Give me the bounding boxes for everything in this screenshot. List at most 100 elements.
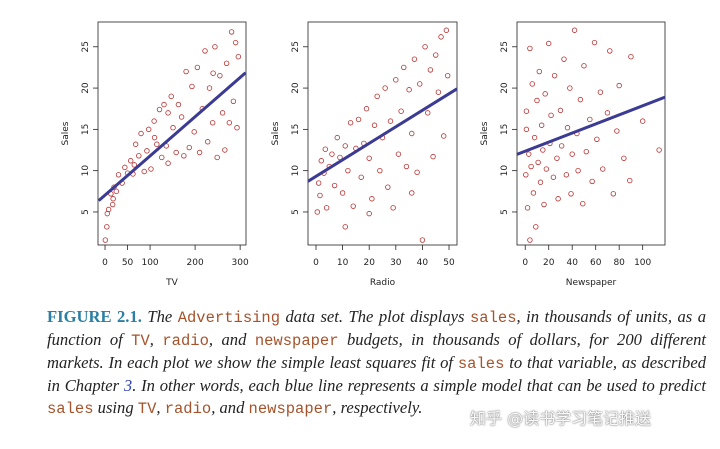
caption-text: budgets, in thousands of dollars, for 20… [47, 330, 706, 372]
plot-frame [516, 21, 666, 246]
point [443, 27, 450, 33]
caption-code: sales [469, 309, 517, 327]
point [342, 143, 348, 149]
point [161, 101, 167, 108]
point [534, 97, 540, 104]
point [223, 60, 230, 66]
point [138, 130, 144, 137]
point [393, 77, 399, 83]
caption-text: , and [208, 330, 255, 349]
caption-text: , respectively. [332, 398, 423, 417]
point [523, 172, 529, 178]
point [526, 151, 532, 157]
caption-figure: FIGURE 2.1. [47, 307, 142, 326]
point [329, 151, 335, 157]
caption-text: using [93, 398, 138, 417]
point [232, 39, 239, 46]
point [401, 64, 407, 71]
caption-code: TV [137, 400, 157, 418]
caption-code: sales [457, 355, 505, 373]
point [597, 89, 604, 95]
point [575, 167, 581, 174]
y-tick-label: 25 [291, 41, 301, 52]
point [170, 125, 176, 131]
point [318, 158, 325, 164]
caption-code: Advertising [177, 309, 281, 327]
point [656, 147, 662, 153]
point [110, 196, 116, 202]
point [371, 122, 378, 128]
point [541, 201, 547, 208]
fit-line [308, 87, 457, 183]
point [209, 120, 216, 126]
point [235, 53, 242, 60]
caption-code: radio [164, 400, 212, 418]
point [334, 134, 340, 141]
y-tick-label: 20 [500, 82, 510, 94]
point [151, 118, 157, 124]
point [323, 205, 330, 211]
x-tick-label: 20 [543, 258, 555, 268]
point [444, 72, 451, 79]
x-tick-label: 10 [337, 258, 349, 268]
point [345, 167, 351, 174]
caption-text: The [141, 307, 178, 326]
point [189, 83, 195, 90]
y-tick-label: 20 [291, 82, 301, 94]
caption-text: , and [211, 398, 249, 417]
point [419, 237, 426, 243]
caption-code: radio [162, 332, 209, 350]
point [102, 237, 109, 243]
caption-link[interactable]: 3 [123, 376, 133, 395]
point [529, 81, 535, 87]
x-tick-label: 0 [313, 258, 319, 268]
point [425, 110, 431, 116]
caption-text: , [149, 330, 163, 349]
point [571, 27, 578, 33]
caption: FIGURE 2.1. The Advertising data set. Th… [47, 306, 706, 420]
point [607, 48, 613, 54]
plot-frame [307, 21, 458, 246]
point [639, 118, 646, 124]
point [621, 155, 627, 161]
point [523, 126, 530, 133]
y-axis-label: Sales [480, 121, 490, 145]
point [175, 101, 182, 108]
point [398, 108, 404, 114]
point [105, 206, 112, 213]
point [168, 93, 174, 100]
point [390, 205, 396, 211]
y-tick-label: 5 [291, 209, 301, 215]
fit-line [98, 71, 246, 202]
x-tick-label: 60 [590, 258, 602, 268]
point [151, 134, 158, 141]
point [528, 163, 534, 170]
y-tick-label: 15 [81, 124, 91, 135]
point [568, 191, 574, 197]
point [558, 143, 565, 149]
point [628, 53, 634, 60]
point [206, 85, 213, 91]
point [395, 151, 402, 157]
point [604, 110, 611, 116]
y-tick-label: 20 [81, 82, 91, 94]
point [435, 89, 442, 95]
point [154, 141, 160, 147]
x-axis-label: Radio [370, 278, 396, 288]
point [587, 116, 593, 123]
point [369, 196, 375, 202]
point [537, 179, 544, 185]
point [226, 120, 233, 126]
caption-text: . In other words, each blue line represe… [132, 376, 706, 395]
x-tick-label: 200 [187, 258, 204, 268]
point [217, 72, 223, 79]
y-tick-label: 10 [81, 165, 91, 177]
plot-area [98, 29, 246, 243]
point [583, 148, 590, 155]
point [535, 159, 541, 166]
point [377, 167, 383, 174]
plot-area [308, 27, 457, 243]
caption-code: TV [131, 332, 150, 350]
point [538, 122, 545, 128]
x-tick-label: 300 [232, 258, 249, 268]
